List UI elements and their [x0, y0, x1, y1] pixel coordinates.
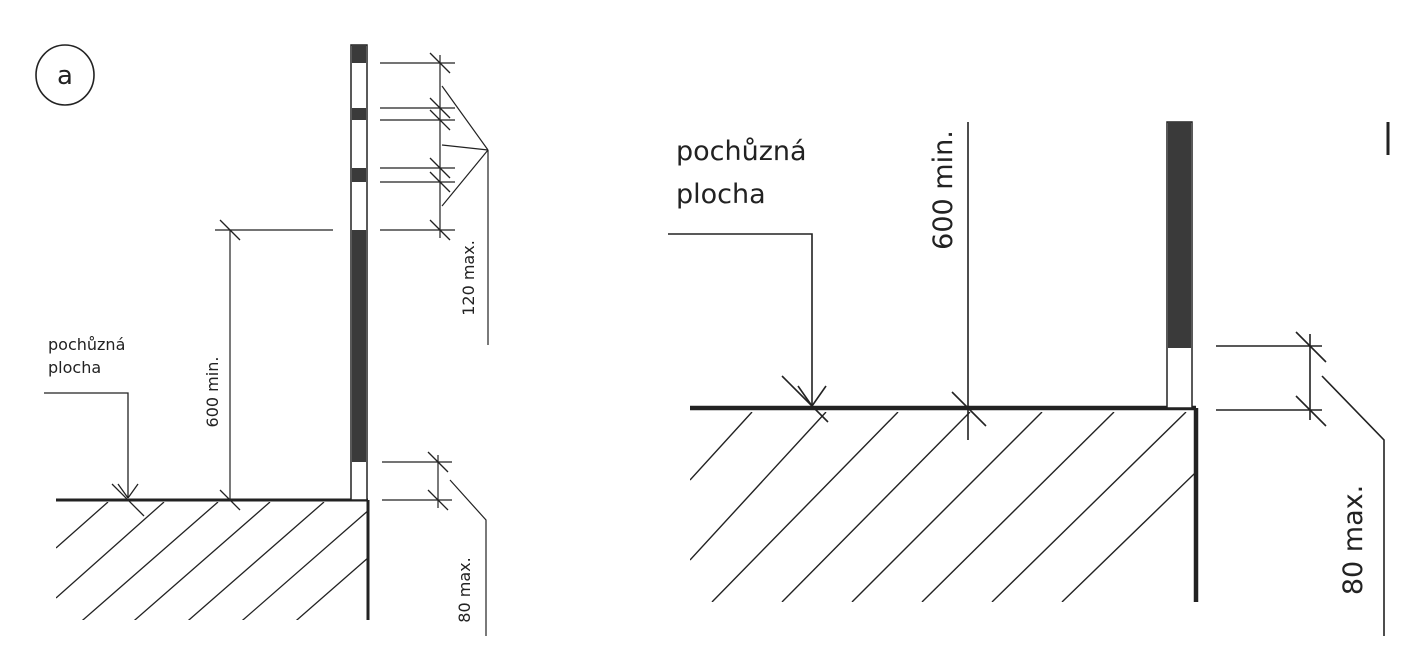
panel-a-badge-letter: a: [57, 61, 73, 91]
panel-b: pochůzná plocha 600 min. 80 max.: [668, 121, 1390, 636]
panel-a-surface-label-line1: pochůzná: [48, 335, 125, 354]
panel-a-hatch: [56, 502, 368, 620]
panel-a-post: [350, 44, 368, 501]
panel-b-post: [1166, 121, 1193, 409]
panel-b-dim-600: 600 min.: [928, 122, 987, 440]
panel-b-surface-label-line1: pochůzná: [676, 136, 807, 167]
panel-a-dim-80-text: 80 max.: [455, 557, 474, 622]
panel-a: a pochůzná plocha: [35, 44, 489, 636]
panel-b-dim-600-text: 600 min.: [928, 130, 959, 250]
panel-b-dim-80: 80 max.: [1216, 331, 1385, 636]
panel-b-dim-80-text: 80 max.: [1338, 485, 1369, 595]
panel-a-dim-600-text: 600 min.: [203, 357, 222, 428]
panel-a-dim-80: 80 max.: [382, 451, 487, 636]
panel-a-dim-120-text: 120 max.: [459, 240, 478, 316]
panel-a-surface-leader: [44, 392, 145, 517]
panel-a-ground: [56, 498, 370, 620]
panel-b-surface-label-line2: plocha: [676, 179, 766, 210]
panel-b-ground: [690, 405, 1199, 602]
panel-b-hatch: [690, 412, 1195, 602]
panel-a-dim-600: 600 min.: [203, 219, 333, 511]
panel-a-badge: a: [35, 44, 95, 106]
panel-b-surface-leader: [668, 233, 829, 423]
panel-a-surface-label-line2: plocha: [48, 358, 101, 377]
panel-a-dim-120: 120 max.: [380, 52, 489, 345]
